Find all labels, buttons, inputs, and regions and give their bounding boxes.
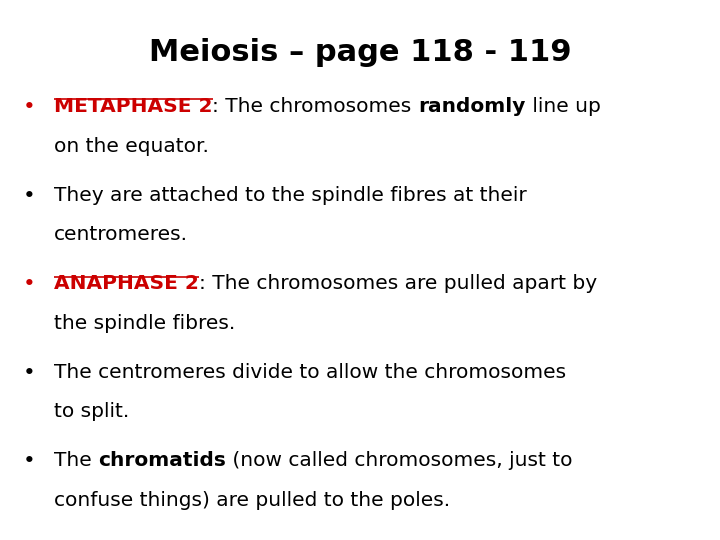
Text: •: • bbox=[22, 363, 35, 383]
Text: confuse things) are pulled to the poles.: confuse things) are pulled to the poles. bbox=[54, 491, 450, 510]
Text: on the equator.: on the equator. bbox=[54, 137, 209, 156]
Text: chromatids: chromatids bbox=[98, 451, 226, 470]
Text: centromeres.: centromeres. bbox=[54, 225, 188, 244]
Text: (now called chromosomes, just to: (now called chromosomes, just to bbox=[226, 451, 572, 470]
Text: The: The bbox=[54, 451, 98, 470]
Text: randomly: randomly bbox=[418, 97, 526, 116]
Text: The centromeres divide to allow the chromosomes: The centromeres divide to allow the chro… bbox=[54, 363, 566, 382]
Text: : The chromosomes: : The chromosomes bbox=[212, 97, 418, 116]
Text: to split.: to split. bbox=[54, 402, 130, 421]
Text: : The chromosomes are pulled apart by: : The chromosomes are pulled apart by bbox=[199, 274, 597, 293]
Text: •: • bbox=[22, 97, 35, 117]
Text: the spindle fibres.: the spindle fibres. bbox=[54, 314, 235, 333]
Text: •: • bbox=[22, 186, 35, 206]
Text: line up: line up bbox=[526, 97, 600, 116]
Text: METAPHASE 2: METAPHASE 2 bbox=[54, 97, 212, 116]
Text: ANAPHASE 2: ANAPHASE 2 bbox=[54, 274, 199, 293]
Text: They are attached to the spindle fibres at their: They are attached to the spindle fibres … bbox=[54, 186, 527, 205]
Text: •: • bbox=[22, 451, 35, 471]
Text: •: • bbox=[22, 274, 35, 294]
Text: Meiosis – page 118 - 119: Meiosis – page 118 - 119 bbox=[149, 38, 571, 67]
